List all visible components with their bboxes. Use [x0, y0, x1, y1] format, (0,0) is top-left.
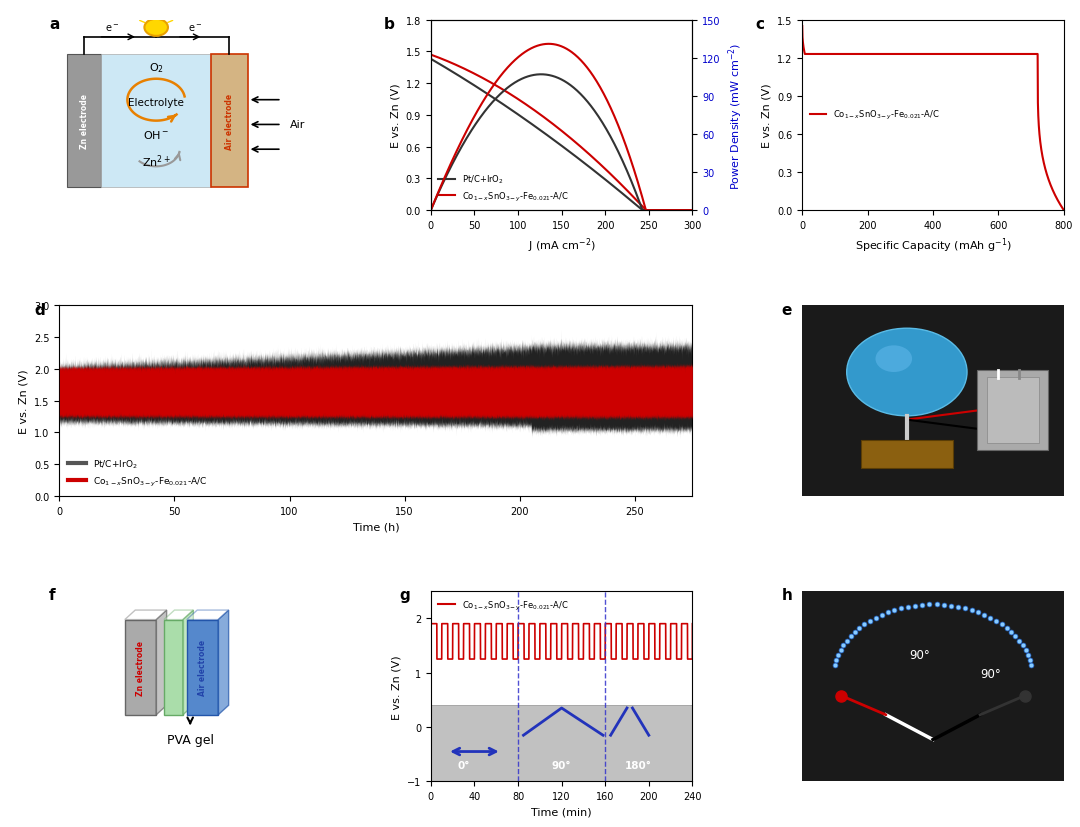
Text: 90°: 90° [981, 667, 1001, 680]
FancyBboxPatch shape [102, 55, 211, 188]
Text: Zn$^{2+}$: Zn$^{2+}$ [141, 153, 171, 170]
Text: b: b [383, 17, 394, 32]
Y-axis label: E vs. Zn (V): E vs. Zn (V) [391, 654, 402, 719]
FancyBboxPatch shape [987, 377, 1039, 444]
Polygon shape [218, 610, 229, 715]
Polygon shape [164, 610, 193, 620]
Polygon shape [125, 610, 166, 620]
Polygon shape [157, 610, 166, 715]
Text: d: d [35, 302, 45, 318]
Bar [431, 705, 692, 784]
FancyBboxPatch shape [211, 55, 247, 188]
Text: h: h [781, 587, 793, 603]
Text: Zn electrode: Zn electrode [136, 640, 145, 695]
Text: e$^-$: e$^-$ [105, 23, 119, 34]
Y-axis label: E vs. Zn (V): E vs. Zn (V) [390, 84, 401, 148]
Text: e$^-$: e$^-$ [188, 23, 203, 34]
Legend: Pt/C+IrO$_2$, Co$_{1-x}$SnO$_{3-y}$-Fe$_{0.021}$-A/C: Pt/C+IrO$_2$, Co$_{1-x}$SnO$_{3-y}$-Fe$_… [64, 454, 211, 492]
Text: O$_2$: O$_2$ [149, 61, 164, 75]
X-axis label: J (mA cm$^{-2}$): J (mA cm$^{-2}$) [528, 237, 595, 255]
Text: Air: Air [289, 120, 305, 131]
Text: 180°: 180° [624, 760, 651, 770]
Text: Air electrode: Air electrode [225, 93, 234, 150]
Legend: Pt/C+IrO$_2$, Co$_{1-x}$SnO$_{3-y}$-Fe$_{0.021}$-A/C: Pt/C+IrO$_2$, Co$_{1-x}$SnO$_{3-y}$-Fe$_… [435, 170, 571, 207]
Text: a: a [49, 17, 59, 32]
Text: 90°: 90° [552, 760, 571, 770]
X-axis label: Specific Capacity (mAh g$^{-1}$): Specific Capacity (mAh g$^{-1}$) [854, 237, 1011, 255]
FancyBboxPatch shape [977, 370, 1048, 451]
Polygon shape [164, 620, 183, 715]
Y-axis label: E vs. Zn (V): E vs. Zn (V) [761, 84, 771, 148]
Y-axis label: E vs. Zn (V): E vs. Zn (V) [18, 369, 29, 433]
Text: 0°: 0° [457, 760, 470, 770]
Circle shape [847, 329, 967, 416]
Circle shape [145, 20, 168, 37]
Legend: Co$_{1-x}$SnO$_{3-y}$-Fe$_{0.021}$-A/C: Co$_{1-x}$SnO$_{3-y}$-Fe$_{0.021}$-A/C [807, 106, 943, 126]
Text: f: f [49, 587, 55, 603]
Polygon shape [187, 610, 229, 620]
Text: e: e [781, 302, 792, 318]
Text: g: g [400, 587, 410, 603]
Text: Air electrode: Air electrode [198, 639, 207, 696]
Text: Zn electrode: Zn electrode [80, 94, 89, 149]
Polygon shape [187, 620, 218, 715]
Text: Electrolyte: Electrolyte [129, 98, 184, 108]
Text: 90°: 90° [909, 648, 930, 661]
Text: c: c [755, 17, 765, 32]
Text: PVA gel: PVA gel [166, 734, 214, 746]
X-axis label: Time (min): Time (min) [531, 807, 592, 817]
Y-axis label: Power Density (mW cm$^{-2}$): Power Density (mW cm$^{-2}$) [726, 42, 745, 189]
Legend: Co$_{1-x}$SnO$_{3-y}$-Fe$_{0.021}$-A/C: Co$_{1-x}$SnO$_{3-y}$-Fe$_{0.021}$-A/C [435, 595, 571, 615]
Circle shape [876, 346, 913, 372]
X-axis label: Time (h): Time (h) [352, 522, 400, 532]
FancyBboxPatch shape [67, 55, 102, 188]
Text: OH$^-$: OH$^-$ [143, 129, 170, 141]
FancyBboxPatch shape [861, 440, 953, 469]
Polygon shape [183, 610, 193, 715]
Polygon shape [125, 620, 157, 715]
